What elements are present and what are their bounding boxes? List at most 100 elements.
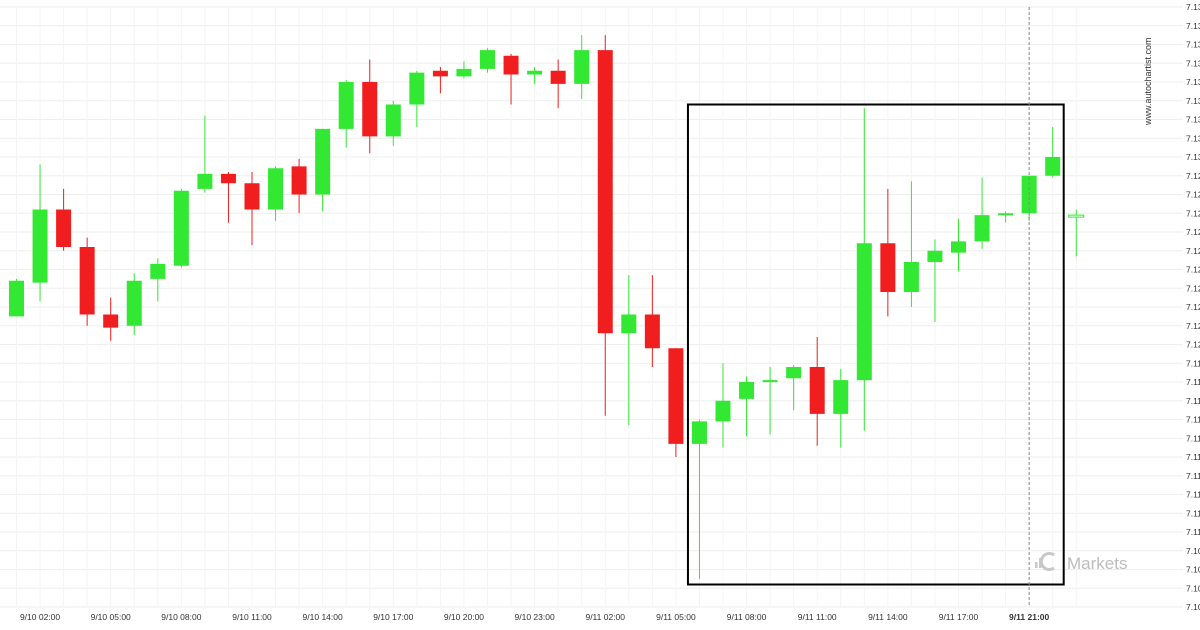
candle-body	[880, 243, 896, 292]
candle	[268, 166, 284, 221]
x-tick-label: 9/10 23:00	[515, 612, 555, 622]
candle-body	[503, 55, 519, 75]
y-axis: 7.1060 7.1070 7.1080 7.1090 7.1100 7.1110 7.11…	[1186, 2, 1200, 612]
candle-body	[550, 70, 566, 84]
candle-body	[291, 166, 307, 195]
candle-body	[173, 190, 189, 266]
candle-body	[644, 314, 660, 349]
candle	[220, 172, 236, 223]
x-tick-label: 9/11 17:00	[939, 612, 979, 622]
candle	[1045, 127, 1061, 178]
candle-body	[1045, 157, 1061, 176]
candle	[409, 70, 425, 127]
candle	[9, 278, 24, 317]
candle	[315, 128, 331, 212]
y-tick-label: 7.1130	[1186, 471, 1200, 481]
candle	[456, 61, 472, 79]
brand-logo: Markets	[1035, 552, 1127, 573]
y-tick-label: 7.1360	[1186, 40, 1200, 50]
candle-body	[856, 243, 872, 381]
candle-body	[197, 173, 213, 189]
y-tick-label: 7.1070	[1186, 583, 1200, 593]
candle	[668, 348, 684, 457]
candle-body	[456, 68, 472, 77]
candle-body	[786, 367, 802, 379]
candle-body	[903, 262, 919, 292]
candle-body	[150, 263, 166, 279]
y-tick-label: 7.1370	[1186, 21, 1200, 31]
x-tick-label: 9/10 02:00	[20, 612, 60, 622]
candle-body	[79, 247, 95, 315]
candle-body	[103, 314, 119, 328]
candle-body	[220, 173, 236, 184]
candle-body	[668, 348, 684, 444]
x-tick-label: 9/11 02:00	[585, 612, 625, 622]
x-tick-label: 9/10 17:00	[373, 612, 413, 622]
watermark-text: www.autochartist.com	[1143, 37, 1153, 126]
candle-body	[9, 280, 24, 317]
candle	[927, 239, 943, 322]
brand-logo-text: Markets	[1067, 554, 1127, 573]
candle-body	[951, 241, 966, 253]
candle	[574, 35, 590, 99]
candle-body	[527, 70, 543, 75]
candle	[762, 367, 778, 435]
y-tick-label: 7.1290	[1186, 171, 1200, 181]
y-tick-label: 7.1170	[1186, 396, 1200, 406]
y-tick-label: 7.1320	[1186, 115, 1200, 125]
candle-body	[739, 382, 755, 399]
candle-body	[56, 209, 72, 247]
candle-body	[691, 421, 707, 444]
candle-body	[244, 183, 260, 210]
y-tick-label: 7.1330	[1186, 96, 1200, 106]
grid	[0, 6, 1183, 608]
y-tick-label: 7.1260	[1186, 227, 1200, 237]
candle	[244, 172, 260, 246]
x-tick-label: 9/11 05:00	[656, 612, 696, 622]
candle	[550, 59, 566, 109]
candle-body	[126, 280, 142, 326]
y-tick-label: 7.1380	[1186, 2, 1200, 12]
y-tick-label: 7.1210	[1186, 321, 1200, 331]
candle	[79, 237, 95, 326]
candle	[32, 164, 48, 302]
candle-body	[574, 50, 590, 84]
y-tick-label: 7.1090	[1186, 546, 1200, 556]
candle-body	[597, 50, 613, 334]
candle-body	[998, 213, 1014, 216]
candle-body	[974, 215, 990, 242]
candle-body	[480, 50, 495, 69]
candle	[951, 218, 966, 272]
candle	[291, 158, 307, 214]
candle	[362, 59, 378, 154]
candle-body-current	[1068, 214, 1085, 218]
candle	[644, 275, 660, 367]
candle	[56, 188, 72, 251]
candle-body	[32, 209, 48, 283]
y-tick-label: 7.1110	[1186, 508, 1200, 518]
y-tick-label: 7.1180	[1186, 377, 1200, 387]
y-tick-label: 7.1140	[1186, 452, 1200, 462]
candle	[691, 419, 707, 579]
x-tick-label: 9/11 21:00	[1009, 612, 1049, 622]
x-tick-label: 9/10 14:00	[303, 612, 343, 622]
pattern-overlay	[686, 7, 1065, 607]
candle	[880, 188, 896, 317]
x-tick-label: 9/10 11:00	[232, 612, 272, 622]
candle	[974, 177, 990, 249]
y-tick-label: 7.1280	[1186, 190, 1200, 200]
candle-body	[385, 104, 401, 137]
candle	[503, 53, 519, 105]
y-tick-label: 7.1300	[1186, 152, 1200, 162]
candle-body	[315, 128, 331, 195]
y-tick-label: 7.1340	[1186, 77, 1200, 87]
candle	[597, 35, 613, 416]
candle	[809, 337, 825, 446]
candle	[338, 80, 354, 148]
candle	[739, 376, 755, 437]
candle-body	[338, 82, 354, 129]
candle	[527, 67, 543, 84]
candle	[786, 365, 802, 411]
candle-body	[809, 367, 825, 414]
